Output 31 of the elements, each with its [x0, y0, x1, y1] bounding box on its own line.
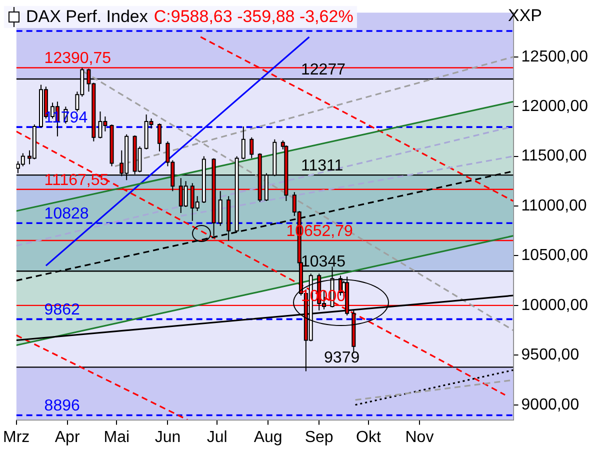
annotation: 9379	[324, 350, 360, 367]
x-tick-label: Mrz	[3, 428, 30, 446]
x-tick-label: Aug	[254, 428, 282, 446]
y-tick-label: 11500,00	[521, 148, 587, 165]
annotation: 10828	[44, 206, 89, 223]
annotation: 10345	[301, 254, 346, 271]
candlestick	[218, 190, 222, 226]
annotation: 9862	[44, 302, 80, 319]
annotation: 11311	[301, 157, 344, 174]
y-tick-label: 9000,00	[521, 396, 580, 414]
annotation: 11167,55	[44, 172, 109, 189]
annotation: 12390,75	[44, 50, 112, 68]
x-tick-label: Okt	[356, 428, 382, 446]
y-tick-label: 11000,00	[521, 197, 587, 214]
y-tick-label: 12000,00	[521, 98, 588, 115]
candlestick	[241, 126, 246, 160]
x-tick-label: Nov	[405, 428, 434, 446]
x-tick-label: Mai	[104, 428, 130, 446]
chart-title: DAX Perf. Index	[26, 7, 148, 27]
x-tick-label: Sep	[304, 428, 334, 446]
x-tick-label: Jun	[154, 428, 181, 446]
x-tick-label: Jul	[206, 428, 228, 446]
x-tick-label: Apr	[54, 428, 80, 446]
annotation: 8896	[44, 398, 80, 415]
y-tick-label: 10500,00	[521, 247, 588, 264]
y-axis-title: XXP	[508, 6, 542, 26]
y-tick-label: 10000,00	[521, 296, 588, 314]
y-tick-label: 12500,00	[521, 48, 588, 66]
y-tick-label: 9500,00	[521, 346, 580, 364]
candlestick	[226, 196, 231, 242]
chart-subtitle: C:9588,63 -359,88 -3,62%	[154, 7, 354, 27]
